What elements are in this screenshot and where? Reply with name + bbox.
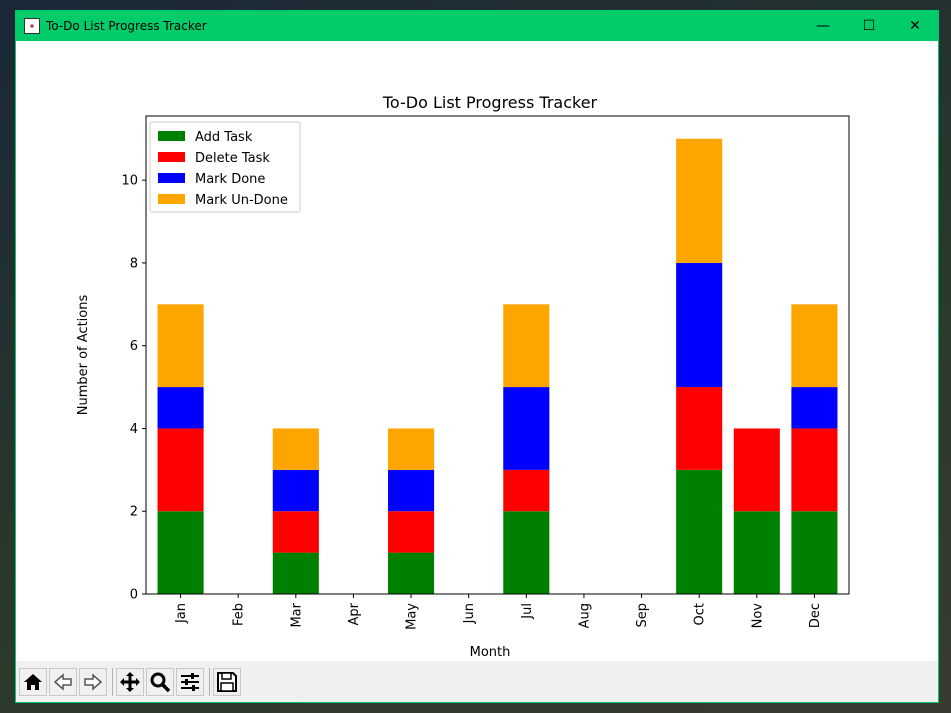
zoom-icon <box>150 672 171 692</box>
legend-swatch <box>158 194 185 204</box>
bar-segment <box>388 428 435 470</box>
x-tick-label: Nov <box>750 603 765 629</box>
legend-label: Delete Task <box>195 151 270 166</box>
minimize-button[interactable]: — <box>816 18 830 34</box>
y-tick-label: 0 <box>130 588 138 603</box>
legend-label: Add Task <box>195 130 253 145</box>
bar-segment <box>791 304 838 388</box>
y-tick-label: 10 <box>121 174 138 189</box>
bar-segment <box>676 262 723 388</box>
bar-segment <box>157 428 204 512</box>
bar-segment <box>157 387 204 429</box>
bar-segment <box>503 387 550 470</box>
x-tick-label: Aug <box>577 603 592 628</box>
zoom-button[interactable] <box>146 667 174 696</box>
x-tick-label: Jul <box>520 603 535 620</box>
toolbar-separator <box>209 667 210 696</box>
back-icon <box>53 672 72 691</box>
legend-swatch <box>158 152 185 162</box>
x-axis-label: Month <box>470 645 511 660</box>
x-tick-label: Oct <box>693 603 708 625</box>
toolbar-separator <box>112 667 113 696</box>
save-button[interactable] <box>213 667 241 696</box>
bar-segment <box>791 387 838 429</box>
bar-segment <box>676 138 723 263</box>
bar-segment <box>791 511 838 594</box>
figure-canvas: To-Do List Progress Tracker Number of Ac… <box>16 41 938 661</box>
legend-label: Mark Un-Done <box>195 193 288 208</box>
legend-label: Mark Done <box>195 172 265 187</box>
maximize-button[interactable]: ☐ <box>862 18 876 34</box>
x-tick-label: Jan <box>174 603 189 624</box>
app-icon <box>24 18 40 34</box>
forward-icon <box>84 672 103 691</box>
x-tick-label: Dec <box>808 603 823 628</box>
bar-segment <box>388 469 435 512</box>
x-tick-label: Mar <box>289 602 304 627</box>
home-icon <box>24 673 42 690</box>
x-tick-label: May <box>405 603 420 630</box>
bar-segment <box>676 469 723 594</box>
title-bar[interactable]: To-Do List Progress Tracker — ☐ ✕ <box>16 11 938 41</box>
y-tick-label: 4 <box>130 422 138 437</box>
bar-segment <box>676 387 723 470</box>
pan-button[interactable] <box>116 667 144 696</box>
configure-icon <box>181 672 199 691</box>
bar-segment <box>157 511 204 594</box>
bar-segment <box>272 469 319 512</box>
bar-segment <box>272 552 319 594</box>
bar-segment <box>272 428 319 470</box>
bar-segment <box>733 511 780 594</box>
bar-segment <box>272 511 319 553</box>
bar-segment <box>388 511 435 553</box>
bar-segment <box>503 511 550 594</box>
legend-swatch <box>158 173 185 183</box>
bar-segment <box>791 428 838 512</box>
home-button[interactable] <box>19 667 47 696</box>
chart-title: To-Do List Progress Tracker <box>382 93 598 112</box>
forward-button[interactable] <box>79 667 107 696</box>
back-button[interactable] <box>49 667 77 696</box>
bars-group <box>157 138 838 594</box>
configure-button[interactable] <box>176 667 204 696</box>
app-window: To-Do List Progress Tracker — ☐ ✕ To-Do … <box>15 10 939 703</box>
window-title: To-Do List Progress Tracker <box>46 19 207 33</box>
legend: Add Task Delete Task Mark Done Mark Un-Done <box>149 121 301 213</box>
save-icon <box>217 671 237 692</box>
chart: To-Do List Progress Tracker Number of Ac… <box>76 93 850 660</box>
y-axis-label: Number of Actions <box>76 295 91 416</box>
x-tick-label: Apr <box>347 602 362 625</box>
legend-box <box>149 121 301 213</box>
pan-icon <box>120 671 140 692</box>
axes-group: 0 2 4 6 8 10 Jan Feb Mar Apr May Jun Jul Aug Sep Oct Nov… <box>121 115 850 630</box>
x-tick-label: Feb <box>232 603 247 626</box>
navigation-toolbar <box>16 661 938 702</box>
y-tick-label: 8 <box>130 256 138 271</box>
y-tick-label: 2 <box>130 505 138 520</box>
bar-segment <box>157 304 204 388</box>
bar-segment <box>503 304 550 388</box>
close-button[interactable]: ✕ <box>909 18 921 34</box>
x-tick-label: Jun <box>462 603 477 624</box>
bar-segment <box>733 428 780 512</box>
y-tick-label: 6 <box>130 339 138 354</box>
window-controls: — ☐ ✕ <box>800 11 938 41</box>
legend-swatch <box>158 131 185 141</box>
bar-segment <box>388 552 435 594</box>
bar-segment <box>503 469 550 512</box>
x-tick-label: Sep <box>635 603 650 628</box>
plot-frame <box>145 115 850 595</box>
